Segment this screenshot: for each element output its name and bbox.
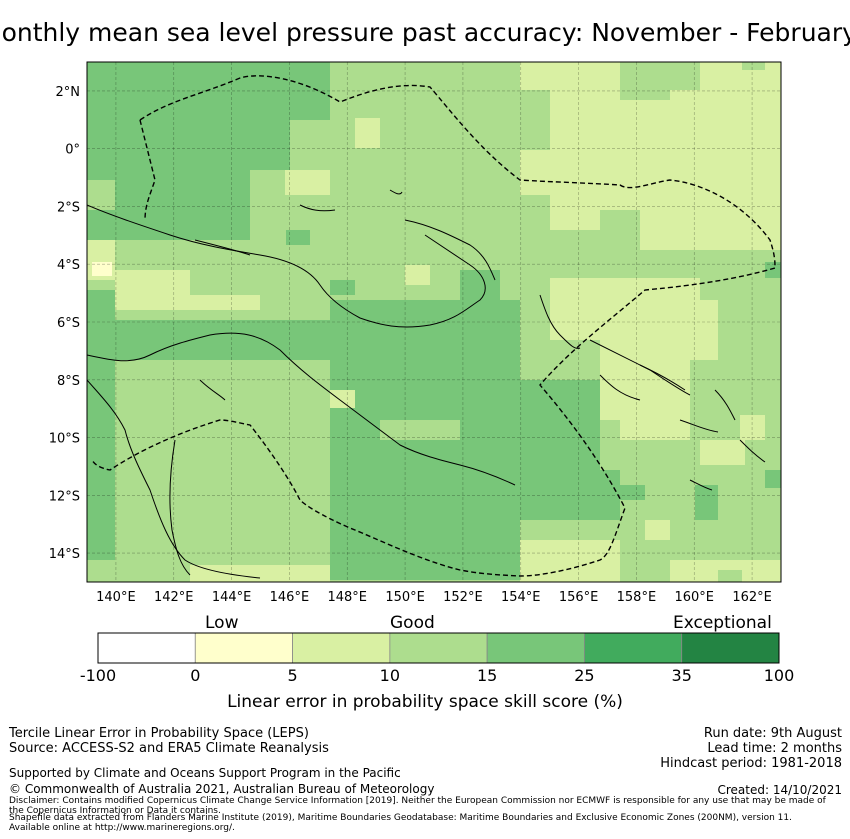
run-date-text: Run date: 9th August [703, 726, 842, 741]
colorbar-segment [681, 632, 780, 664]
latitude-tick-label: 14°S [49, 547, 80, 562]
graticule [87, 62, 781, 582]
colorbar-label-low: Low [205, 613, 239, 633]
latitude-tick-label: 2°S [57, 200, 80, 215]
longitude-tick-label: 156°E [559, 590, 599, 605]
longitude-tick-label: 142°E [154, 590, 194, 605]
colorbar-tick-label: 15 [476, 666, 498, 685]
longitude-tick-label: 140°E [96, 590, 136, 605]
copyright-text: © Commonwealth of Australia 2021, Austra… [9, 782, 435, 796]
colorbar-segment [194, 632, 293, 664]
colorbar-segment [97, 632, 196, 664]
disclaimer-line-1: Disclaimer: Contains modified Copernicus… [9, 796, 826, 806]
shapefile-line-2: Available online at http://www.marinereg… [9, 823, 235, 833]
shapefile-line-1: Shapefile data extracted from Flanders M… [9, 813, 792, 823]
source-text: Source: ACCESS-S2 and ERA5 Climate Reana… [9, 741, 329, 756]
colorbar-frame [97, 632, 780, 664]
longitude-tick-label: 152°E [443, 590, 483, 605]
latitude-tick-label: 10°S [49, 432, 80, 447]
support-text: Supported by Climate and Oceans Support … [9, 766, 401, 780]
hindcast-text: Hindcast period: 1981-2018 [660, 756, 842, 771]
longitude-tick-label: 162°E [732, 590, 772, 605]
created-text: Created: 14/10/2021 [717, 783, 842, 797]
colorbar [97, 632, 780, 664]
colorbar-tick-label: 100 [763, 666, 795, 685]
latitude-tick-label: 2°N [56, 85, 81, 100]
colorbar-title: Linear error in probability space skill … [227, 692, 623, 712]
longitude-tick-label: 160°E [674, 590, 714, 605]
latitude-axis: 2°N 0° 2°S 4°S 6°S 8°S 10°S 12°S 14°S [49, 85, 80, 562]
lead-time-text: Lead time: 2 months [707, 741, 842, 756]
map-frame [86, 61, 782, 583]
colorbar-tick-label: 0 [190, 666, 201, 685]
method-text: Tercile Linear Error in Probability Spac… [9, 726, 309, 741]
colorbar-tick-label: -100 [79, 666, 117, 685]
colorbar-segment [292, 632, 391, 664]
colorbar-tick-label: 5 [287, 666, 298, 685]
longitude-tick-label: 148°E [327, 590, 367, 605]
disclaimer-line-2: the Copernicus Information or Data it co… [9, 806, 221, 816]
longitude-axis: 140°E 142°E 144°E 146°E 148°E 150°E 152°E 154°E… [96, 590, 772, 605]
colorbar-label-good: Good [390, 613, 435, 633]
latitude-tick-label: 8°S [57, 374, 80, 389]
latitude-tick-label: 6°S [57, 316, 80, 331]
colorbar-tick-label: 10 [379, 666, 401, 685]
longitude-tick-label: 154°E [501, 590, 541, 605]
coastlines [87, 189, 766, 579]
eez-boundary [91, 75, 776, 577]
map-title: Monthly mean sea level pressure past acc… [0, 18, 850, 47]
latitude-tick-label: 12°S [49, 489, 80, 504]
longitude-tick-label: 158°E [617, 590, 657, 605]
skill-score-field [87, 62, 781, 582]
longitude-tick-label: 144°E [212, 590, 252, 605]
map-plot-area [86, 61, 782, 583]
longitude-tick-label: 150°E [385, 590, 425, 605]
colorbar-label-exceptional: Exceptional [673, 613, 772, 633]
longitude-tick-label: 146°E [270, 590, 310, 605]
colorbar-tick-label: 25 [574, 666, 595, 685]
latitude-tick-label: 0° [65, 143, 80, 158]
latitude-tick-label: 4°S [57, 258, 80, 273]
colorbar-segment [389, 632, 488, 664]
colorbar-tick-label: 35 [671, 666, 692, 685]
colorbar-segment [584, 632, 683, 664]
colorbar-segment [486, 632, 585, 664]
